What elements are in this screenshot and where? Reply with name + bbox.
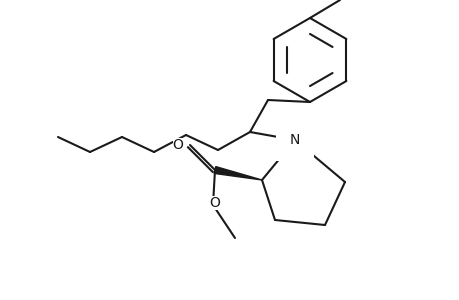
Text: O: O	[209, 196, 220, 210]
Text: N: N	[289, 133, 300, 147]
Text: O: O	[172, 138, 183, 152]
Polygon shape	[214, 167, 262, 180]
